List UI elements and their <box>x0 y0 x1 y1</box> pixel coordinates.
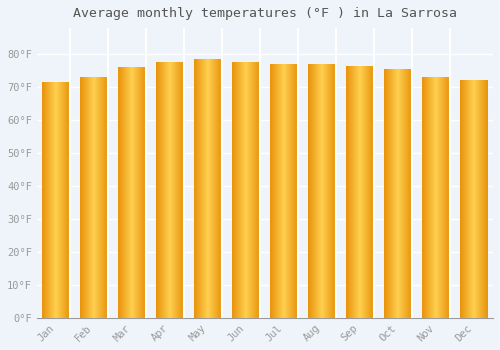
Title: Average monthly temperatures (°F ) in La Sarrosa: Average monthly temperatures (°F ) in La… <box>73 7 457 20</box>
